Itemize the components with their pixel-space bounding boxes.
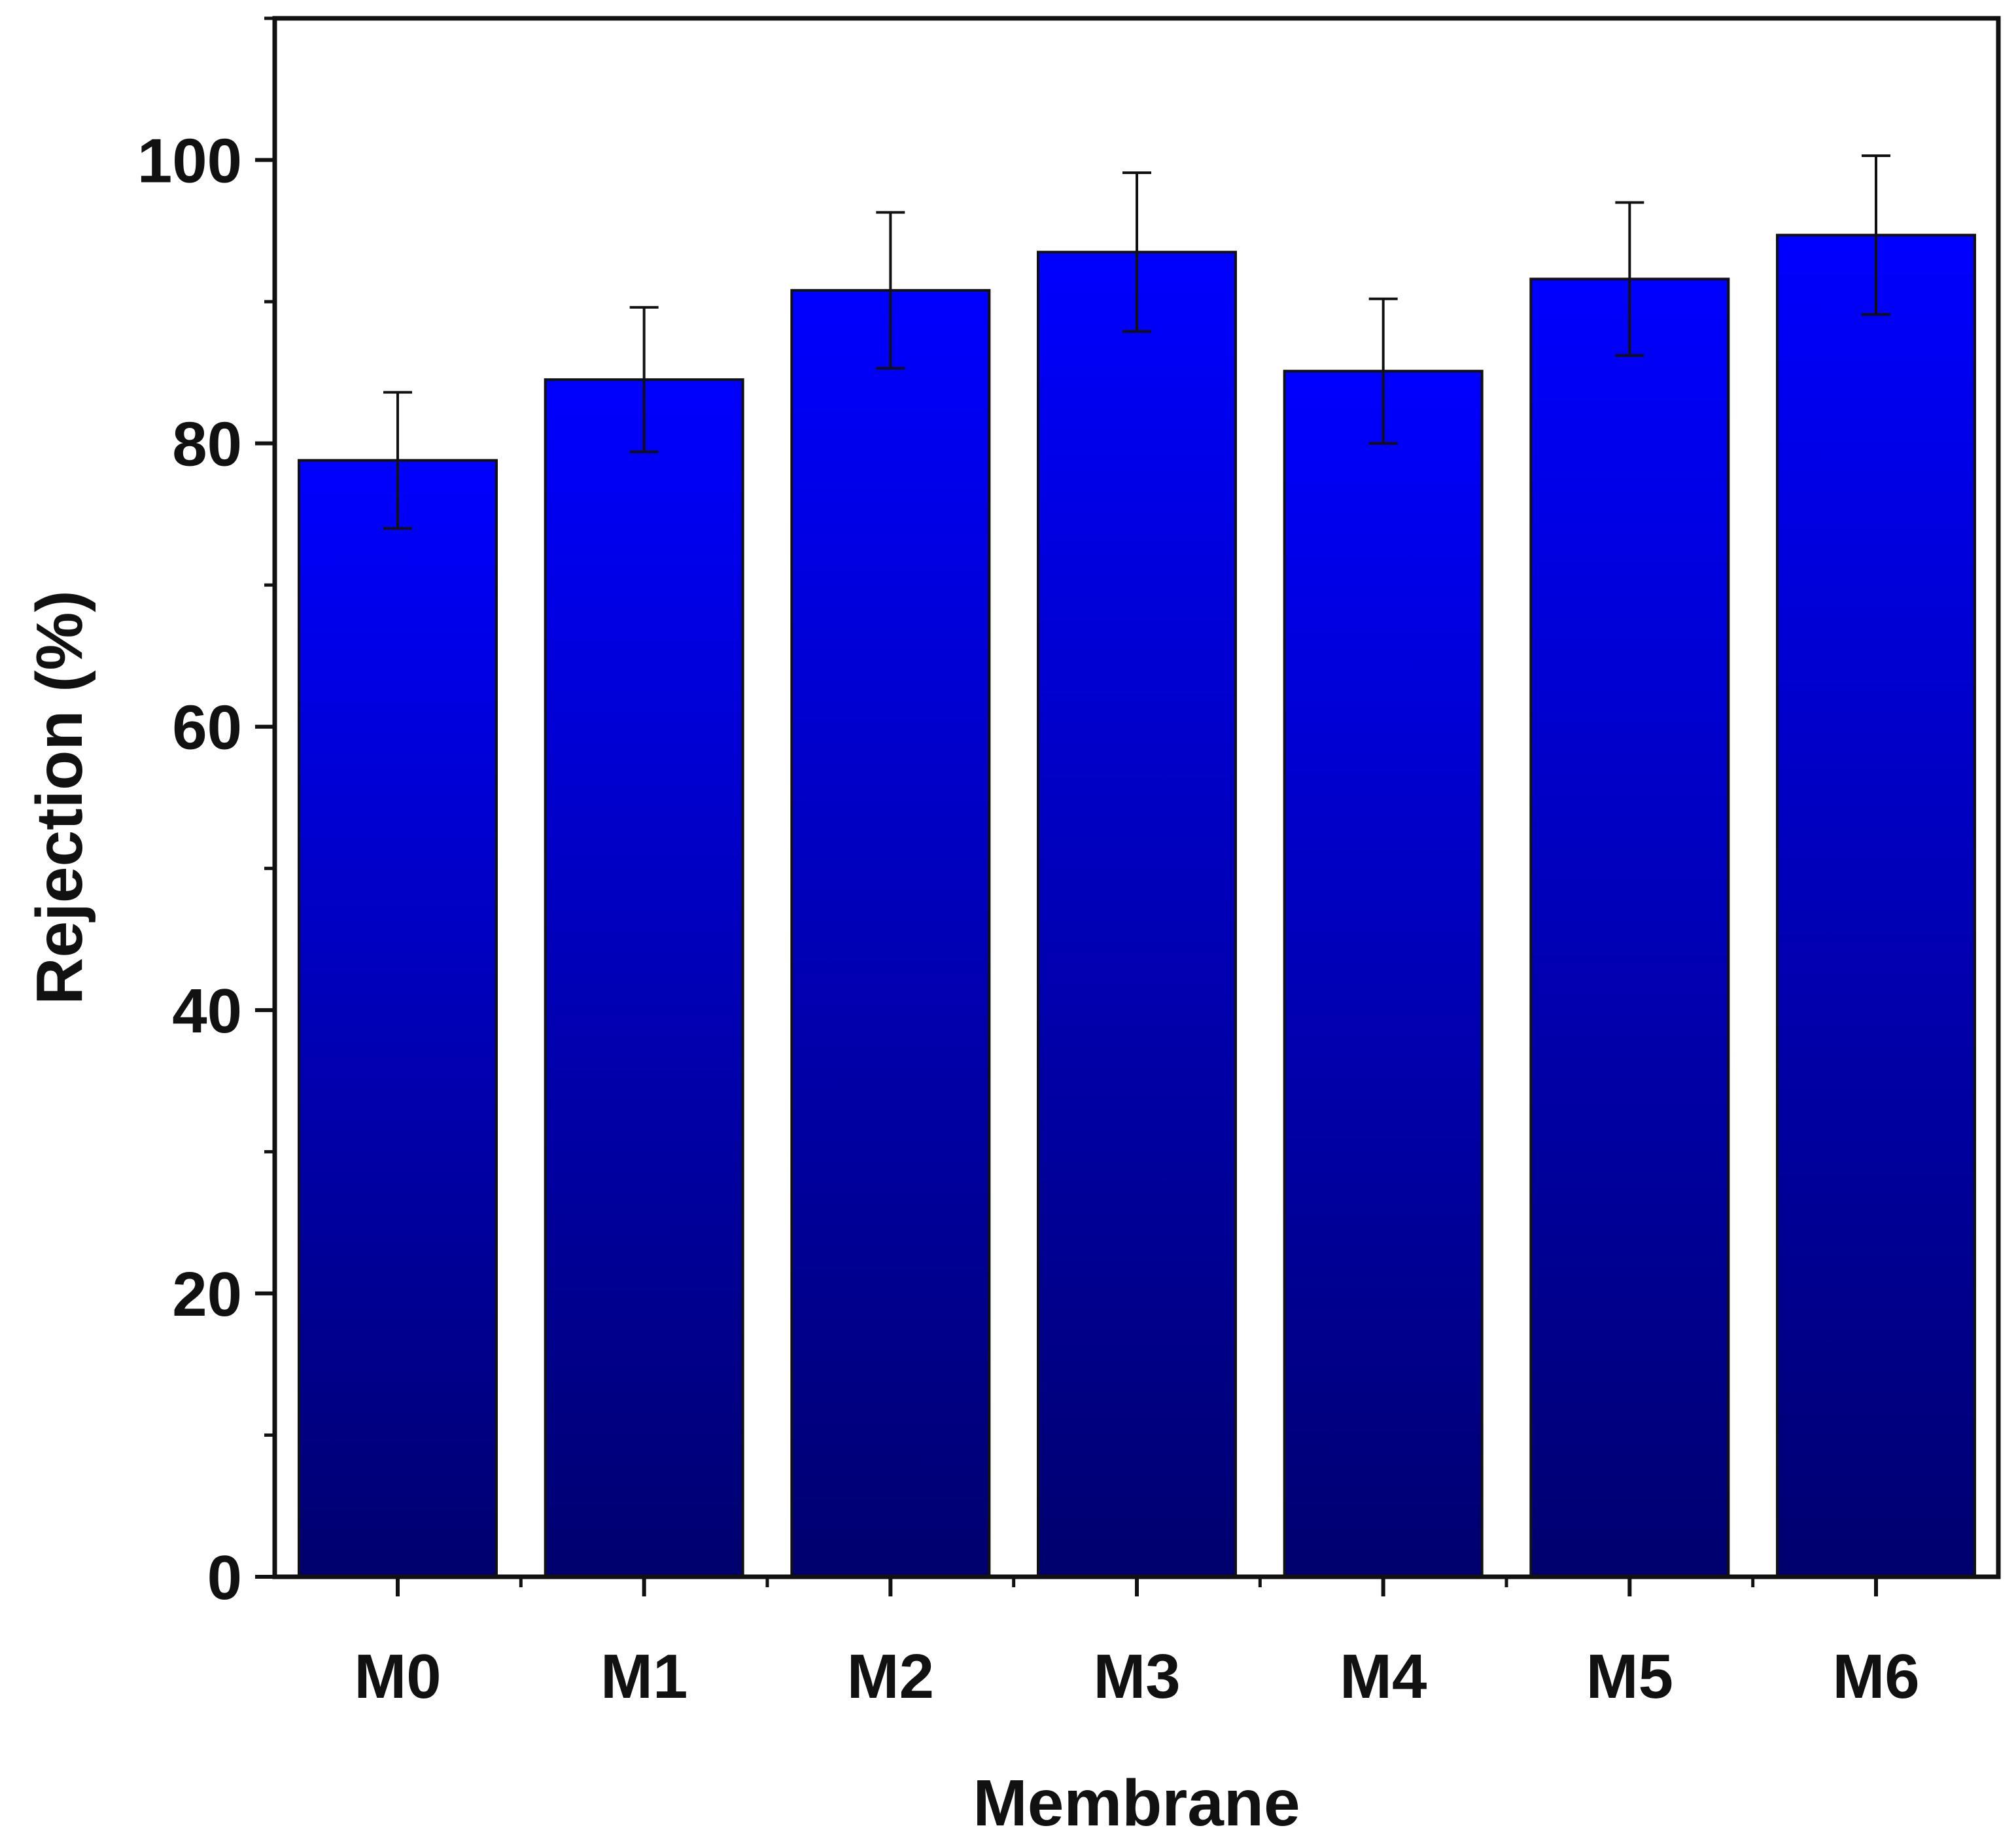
y-tick-label: 40 [172,976,242,1046]
y-tick-label: 100 [137,126,242,196]
axis-ticks [255,16,1878,1596]
bar-m4 [1283,370,1484,1578]
error-bars-layer [383,154,1890,530]
x-axis-title: Membrane [973,1767,1300,1840]
x-tick-label-m1: M1 [600,1642,687,1712]
bars-layer [298,234,1976,1579]
bar-m1 [544,378,744,1578]
y-tick-label: 20 [172,1259,242,1329]
x-tick-label-m0: M0 [354,1642,441,1712]
y-axis-title: Rejection (%) [23,590,96,1004]
y-tick-label: 0 [207,1543,242,1613]
bar-m5 [1529,277,1730,1579]
x-tick-label-m2: M2 [847,1642,934,1712]
y-tick-label: 80 [172,410,242,480]
y-tick-label: 60 [172,693,242,763]
x-tick-label-m4: M4 [1340,1642,1427,1712]
x-tick-label-m3: M3 [1093,1642,1180,1712]
bar-m6 [1776,234,1976,1579]
bar-m2 [790,289,991,1579]
tick-labels: M0 M1 M2 M3 M4 M5 M6 0 20 40 60 80 100 [137,126,1920,1712]
bar-m0 [298,459,498,1578]
x-tick-label-m6: M6 [1832,1642,1919,1712]
x-tick-label-m5: M5 [1586,1642,1673,1712]
bar-m3 [1037,251,1237,1578]
